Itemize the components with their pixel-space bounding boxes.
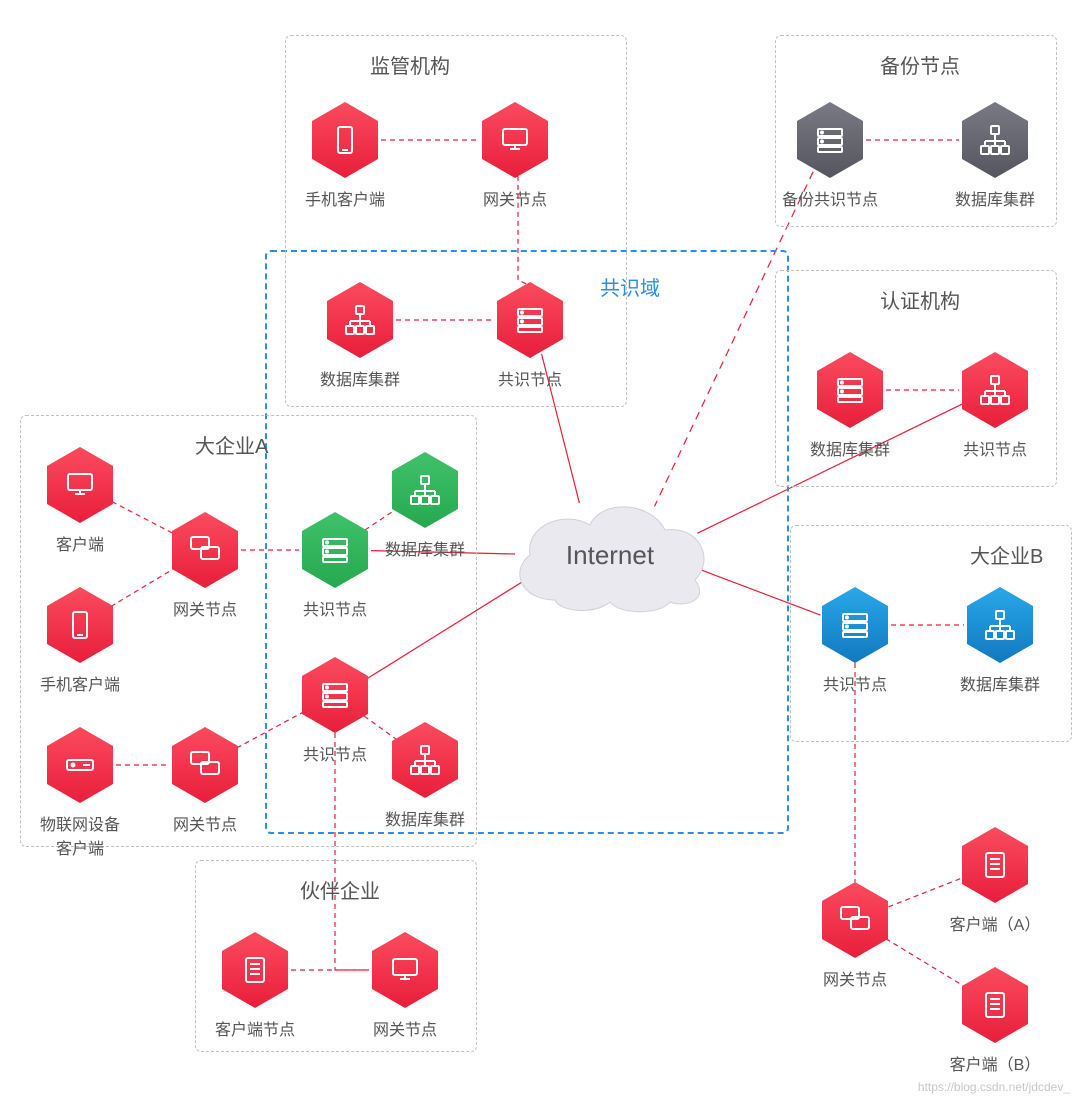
group-title-entA: 大企业A [195,430,268,459]
node-p_gw: 网关节点 [345,930,465,1040]
node-label: 共识节点 [935,436,1055,460]
node-label: 数据库集群 [300,366,420,390]
node-label: 数据库集群 [365,536,485,560]
node-label: 物联网设备 客户端 [20,811,140,859]
cluster-icon [960,100,1030,180]
node-bk_cons: 备份共识节点 [770,100,890,210]
monitor-icon [45,445,115,525]
server-icon [815,350,885,430]
monitors-icon [820,880,890,960]
group-title-back: 备份节点 [880,50,960,79]
cluster-icon [965,585,1035,665]
cloud-label: Internet [500,490,720,620]
group-title-entB: 大企业B [970,540,1043,569]
cluster-icon [390,720,460,800]
node-label: 手机客户端 [20,671,140,695]
node-b_ca: 客户端（A） [935,825,1055,935]
server-icon [820,585,890,665]
node-label: 客户端（B） [935,1051,1055,1075]
monitor-icon [480,100,550,180]
node-a_db_g: 数据库集群 [365,450,485,560]
watermark: https://blog.csdn.net/jdcdev_ [918,1080,1070,1094]
monitor-icon [370,930,440,1010]
node-label: 客户端节点 [195,1016,315,1040]
node-label: 数据库集群 [935,186,1055,210]
node-b_db: 数据库集群 [940,585,1060,695]
doc-icon [960,965,1030,1045]
node-label: 客户端 [20,531,140,555]
node-a_db_r: 数据库集群 [365,720,485,830]
node-reg_mob: 手机客户端 [285,100,405,210]
node-cert_cons: 共识节点 [935,350,1055,460]
node-bk_db: 数据库集群 [935,100,1055,210]
doc-icon [960,825,1030,905]
node-p_client: 客户端节点 [195,930,315,1040]
node-label: 数据库集群 [790,436,910,460]
node-label: 共识节点 [275,596,395,620]
node-label: 网关节点 [145,596,265,620]
phone-icon [310,100,380,180]
server-icon [495,280,565,360]
node-label: 手机客户端 [285,186,405,210]
doc-icon [220,930,290,1010]
node-b_cb: 客户端（B） [935,965,1055,1075]
internet-cloud: Internet [500,490,720,620]
cluster-icon [960,350,1030,430]
device-icon [45,725,115,805]
node-a_iot: 物联网设备 客户端 [20,725,140,859]
node-label: 备份共识节点 [770,186,890,210]
node-label: 客户端（A） [935,911,1055,935]
phone-icon [45,585,115,665]
node-a_mob: 手机客户端 [20,585,140,695]
node-label: 共识节点 [795,671,915,695]
node-cert_db: 数据库集群 [790,350,910,460]
node-label: 网关节点 [795,966,915,990]
group-title-part: 伙伴企业 [300,875,380,904]
node-reg_db: 数据库集群 [300,280,420,390]
monitors-icon [170,510,240,590]
monitors-icon [170,725,240,805]
node-a_gw2: 网关节点 [145,725,265,835]
node-b_cons: 共识节点 [795,585,915,695]
node-reg_gw: 网关节点 [455,100,575,210]
node-label: 网关节点 [145,811,265,835]
group-title-reg: 监管机构 [370,50,450,79]
cluster-icon [325,280,395,360]
server-icon [795,100,865,180]
server-icon [300,655,370,735]
node-a_gw1: 网关节点 [145,510,265,620]
node-reg_cons: 共识节点 [470,280,590,390]
group-title-cert: 认证机构 [880,285,960,314]
node-label: 网关节点 [455,186,575,210]
server-icon [300,510,370,590]
node-label: 共识节点 [470,366,590,390]
node-label: 网关节点 [345,1016,465,1040]
cluster-icon [390,450,460,530]
node-label: 数据库集群 [940,671,1060,695]
node-a_client: 客户端 [20,445,140,555]
node-b_gw: 网关节点 [795,880,915,990]
node-label: 数据库集群 [365,806,485,830]
